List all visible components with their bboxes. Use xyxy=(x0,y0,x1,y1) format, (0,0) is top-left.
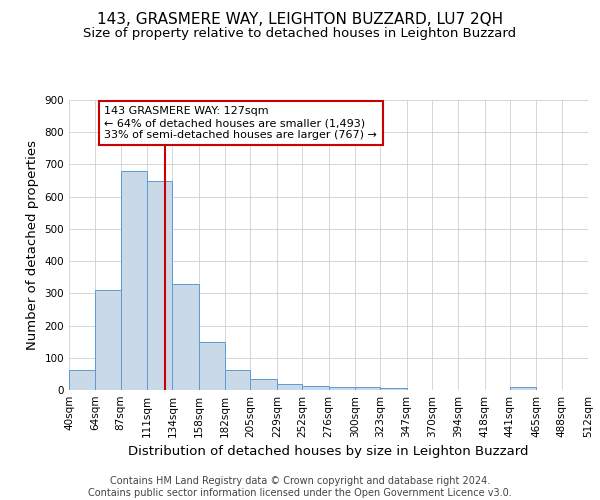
Text: Size of property relative to detached houses in Leighton Buzzard: Size of property relative to detached ho… xyxy=(83,28,517,40)
Bar xyxy=(69,370,95,390)
Bar xyxy=(380,388,407,390)
Text: 143, GRASMERE WAY, LEIGHTON BUZZARD, LU7 2QH: 143, GRASMERE WAY, LEIGHTON BUZZARD, LU7… xyxy=(97,12,503,28)
Bar xyxy=(277,384,302,390)
Bar xyxy=(355,388,380,390)
Bar xyxy=(121,171,147,390)
Bar xyxy=(147,180,172,390)
Text: 143 GRASMERE WAY: 127sqm
← 64% of detached houses are smaller (1,493)
33% of sem: 143 GRASMERE WAY: 127sqm ← 64% of detach… xyxy=(104,106,377,140)
Text: Contains HM Land Registry data © Crown copyright and database right 2024.
Contai: Contains HM Land Registry data © Crown c… xyxy=(88,476,512,498)
Bar xyxy=(250,380,277,390)
Bar xyxy=(95,290,121,390)
Bar xyxy=(329,388,355,390)
Bar xyxy=(510,388,536,390)
Bar xyxy=(199,342,225,390)
Bar xyxy=(225,370,250,390)
Bar xyxy=(302,386,329,390)
X-axis label: Distribution of detached houses by size in Leighton Buzzard: Distribution of detached houses by size … xyxy=(128,446,529,458)
Y-axis label: Number of detached properties: Number of detached properties xyxy=(26,140,39,350)
Bar xyxy=(172,284,199,390)
